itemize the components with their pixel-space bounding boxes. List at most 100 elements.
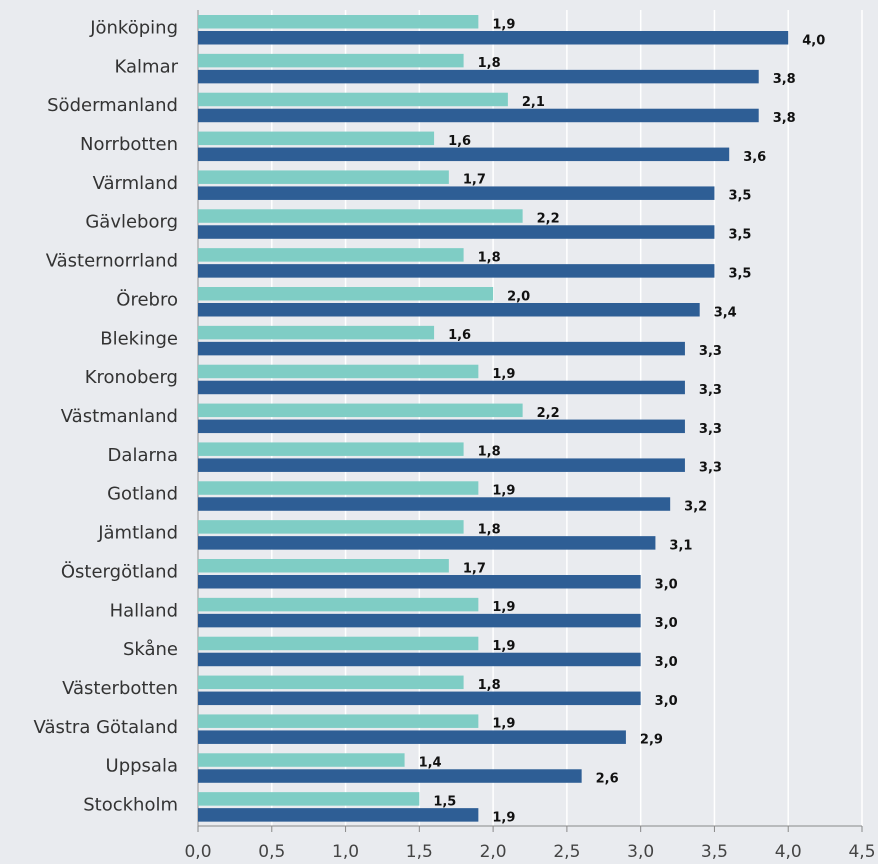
value-label: 2,2 [537,406,560,421]
x-tick-label: 3,0 [627,842,654,862]
bar [198,325,435,340]
category-label: Kalmar [115,56,179,77]
bar [198,652,641,667]
value-label: 1,5 [433,794,456,809]
value-label: 3,8 [773,111,796,126]
bar [198,792,420,806]
x-tick-label: 0,5 [258,842,285,862]
category-label: Västmanland [61,406,178,427]
bar [198,170,449,184]
value-label: 1,9 [492,17,515,32]
bar [198,186,715,200]
bar [198,15,479,29]
value-label: 3,0 [655,577,678,592]
value-label: 2,0 [507,289,530,304]
value-label: 3,8 [773,72,796,87]
category-label: Södermanland [47,95,178,116]
value-label: 1,8 [478,250,501,265]
x-tick-label: 2,5 [553,842,580,862]
value-label: 2,9 [640,733,663,748]
value-label: 1,9 [492,717,515,732]
x-tick-label: 4,0 [775,842,802,862]
bar [198,636,479,651]
bar [198,248,464,262]
bar [198,497,671,511]
category-label: Västra Götaland [34,717,178,738]
bar [198,419,685,434]
bar [198,613,641,628]
bar [198,380,685,395]
value-label: 3,3 [699,422,722,437]
category-label: Uppsala [106,756,178,777]
value-label: 1,6 [448,134,471,149]
bar [198,442,464,456]
bar [198,92,508,107]
category-label: Västernorrland [46,251,178,272]
bar [198,520,464,534]
value-label: 3,0 [655,655,678,670]
x-tick-label: 4,5 [848,842,875,862]
bar [198,753,405,767]
x-tick-label: 1,5 [406,842,433,862]
value-label: 3,5 [728,266,751,281]
value-label: 3,0 [655,616,678,631]
value-label: 3,2 [684,500,707,515]
category-label: Västerbotten [62,678,178,699]
bar [198,597,479,612]
value-label: 3,5 [728,189,751,204]
value-label: 1,8 [478,522,501,537]
value-label: 1,8 [478,56,501,71]
bar [198,730,626,744]
bar [198,575,641,589]
value-label: 3,1 [669,538,692,553]
bar [198,303,700,317]
value-label: 3,0 [655,694,678,709]
value-label: 2,2 [537,212,560,227]
value-label: 1,9 [492,484,515,499]
bar [198,481,479,495]
category-label: Östergötland [61,560,178,582]
category-label: Norrbotten [80,134,178,155]
bar [198,69,759,84]
value-label: 1,9 [492,639,515,654]
value-label: 2,1 [522,95,545,110]
value-label: 4,0 [802,33,825,48]
category-label: Skåne [123,639,178,660]
bar [198,209,523,223]
value-label: 3,5 [728,228,751,243]
value-label: 1,8 [478,678,501,693]
value-label: 1,9 [492,600,515,615]
category-label: Halland [110,600,178,621]
value-label: 3,6 [743,150,766,165]
category-label: Stockholm [83,795,178,816]
category-label: Jämtland [97,523,178,544]
value-label: 1,9 [492,367,515,382]
x-tick-label: 0,0 [184,842,211,862]
bar [198,147,730,162]
x-tick-label: 1,0 [332,842,359,862]
value-label: 1,7 [463,173,486,188]
bar [198,364,479,379]
bar [198,559,449,573]
category-label: Gotland [107,484,178,505]
bar [198,808,479,822]
bar [198,31,789,45]
bar [198,691,641,706]
bar [198,287,494,301]
category-label: Örebro [116,288,178,310]
category-label: Gävleborg [85,212,178,233]
bar [198,53,464,68]
value-label: 3,3 [699,383,722,398]
bar [198,675,464,690]
value-label: 1,9 [492,810,515,825]
category-label: Kronoberg [85,367,178,388]
bar [198,536,656,550]
bar [198,341,685,356]
category-label: Jönköping [89,17,178,38]
value-label: 2,6 [596,772,619,787]
bar [198,108,759,123]
value-label: 1,8 [478,445,501,460]
bar [198,131,435,146]
